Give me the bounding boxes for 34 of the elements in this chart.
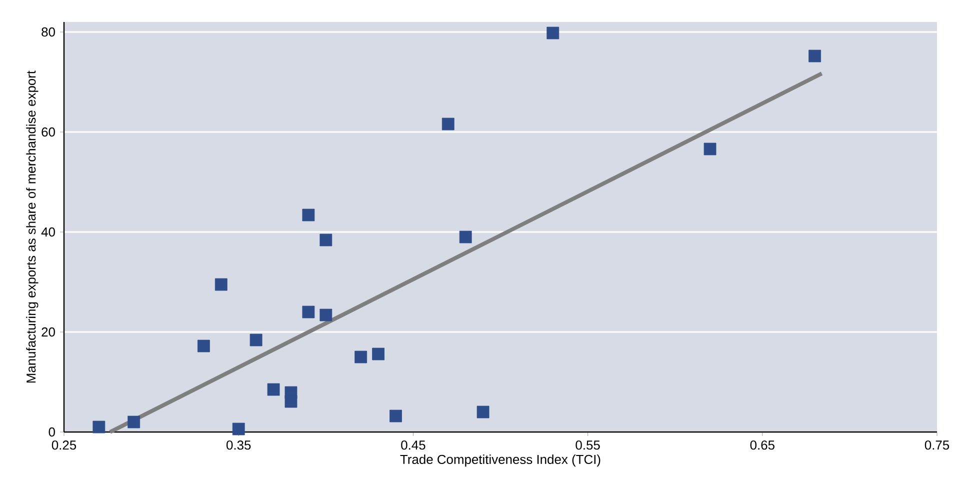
y-tick-label: 40 <box>41 227 55 237</box>
point <box>390 410 402 422</box>
point <box>284 395 298 408</box>
point <box>267 383 280 396</box>
point <box>704 142 716 156</box>
y-tick-label: 60 <box>42 127 55 137</box>
point <box>214 278 228 291</box>
point <box>302 306 315 318</box>
point <box>372 348 384 360</box>
point <box>128 416 140 428</box>
point <box>320 308 332 322</box>
point <box>476 406 490 418</box>
point <box>250 334 262 346</box>
x-tick-label: 0.75 <box>924 440 950 450</box>
point <box>546 26 560 40</box>
point <box>232 422 245 436</box>
x-tick-label: 0.65 <box>750 440 774 450</box>
y-tick-label: 80 <box>42 27 55 37</box>
x-tick-label: 0.55 <box>576 440 600 450</box>
point <box>320 234 332 246</box>
x-axis-title: Trade Competitiveness Index (TCI) <box>400 454 600 467</box>
x-tick-label: 0.35 <box>226 440 251 450</box>
x-tick-label: 0.45 <box>401 440 426 450</box>
point <box>92 420 106 434</box>
point <box>354 350 368 364</box>
point <box>197 340 210 352</box>
y-axis-title: Manufacturing exports as share of merchandise export <box>26 70 38 383</box>
y-tick-label: 20 <box>42 327 55 337</box>
point <box>459 230 472 244</box>
point <box>808 50 821 62</box>
point <box>302 208 315 222</box>
x-tick-label: 0.25 <box>52 440 76 450</box>
y-tick-label: 0 <box>48 427 55 437</box>
point <box>442 118 454 130</box>
